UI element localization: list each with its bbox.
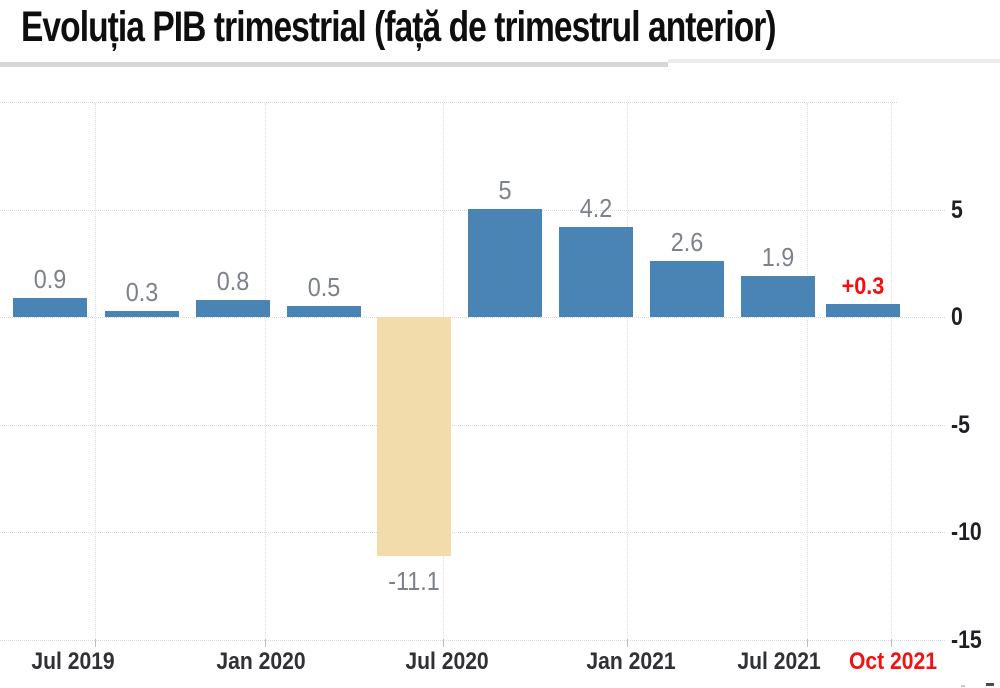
bar-value-label: -11.1 <box>388 566 440 596</box>
watermark-fragment-dash <box>986 683 994 686</box>
x-tick-label: Jul 2020 <box>405 648 489 675</box>
x-tick-label: Oct 2021 <box>848 648 938 675</box>
chart-title-bar: Evoluția PIB trimestrial (față de trimes… <box>0 0 1000 58</box>
gridline-h <box>0 102 897 103</box>
gridline-v <box>891 103 892 645</box>
header-divider-left <box>0 62 668 67</box>
bar-value-label: 0.5 <box>307 272 341 302</box>
axis-tick <box>443 639 444 647</box>
bar <box>650 261 724 317</box>
bar-value-label: 1.9 <box>761 242 795 272</box>
bar <box>826 304 900 317</box>
bar-value-label: 0.8 <box>216 266 250 296</box>
gridline-h <box>0 425 945 426</box>
bar-value-label: +0.3 <box>841 273 885 300</box>
axis-tick <box>265 639 266 647</box>
bar-value-label: 5 <box>498 175 512 205</box>
gridline-h <box>0 317 945 318</box>
bar-value-label: 4.2 <box>579 193 613 223</box>
x-tick-label: Jan 2021 <box>586 648 676 675</box>
gridline-v <box>627 103 628 645</box>
y-tick-label: 5 <box>951 196 963 224</box>
gridline-v <box>807 103 808 645</box>
gridline-v <box>265 103 266 645</box>
x-tick-label: Jan 2020 <box>216 648 306 675</box>
header-divider-right <box>668 59 1000 63</box>
bar <box>105 311 179 317</box>
bar <box>196 300 270 317</box>
y-tick-label: 0 <box>951 303 963 331</box>
bar <box>377 317 451 556</box>
gridline-h <box>0 640 945 641</box>
bar <box>13 298 87 317</box>
x-tick-label: Jul 2019 <box>31 648 115 675</box>
x-tick-label: Jul 2021 <box>737 648 821 675</box>
gridline-v <box>95 103 96 645</box>
bar <box>468 209 542 317</box>
y-tick-label: -15 <box>951 626 982 654</box>
chart-title: Evoluția PIB trimestrial (față de trimes… <box>21 3 777 51</box>
bar <box>741 276 815 317</box>
bar-value-label: 0.3 <box>125 277 159 307</box>
axis-tick <box>891 639 892 647</box>
bar <box>287 306 361 317</box>
axis-tick <box>627 639 628 647</box>
y-tick-label: -10 <box>951 518 982 546</box>
y-tick-label: -5 <box>951 411 970 439</box>
gridline-h <box>0 532 945 533</box>
bar <box>559 227 633 317</box>
watermark-fragment-dot <box>961 685 965 687</box>
bar-value-label: 0.9 <box>33 264 67 294</box>
axis-tick <box>95 639 96 647</box>
bar-value-label: 2.6 <box>670 227 704 257</box>
axis-tick <box>807 639 808 647</box>
